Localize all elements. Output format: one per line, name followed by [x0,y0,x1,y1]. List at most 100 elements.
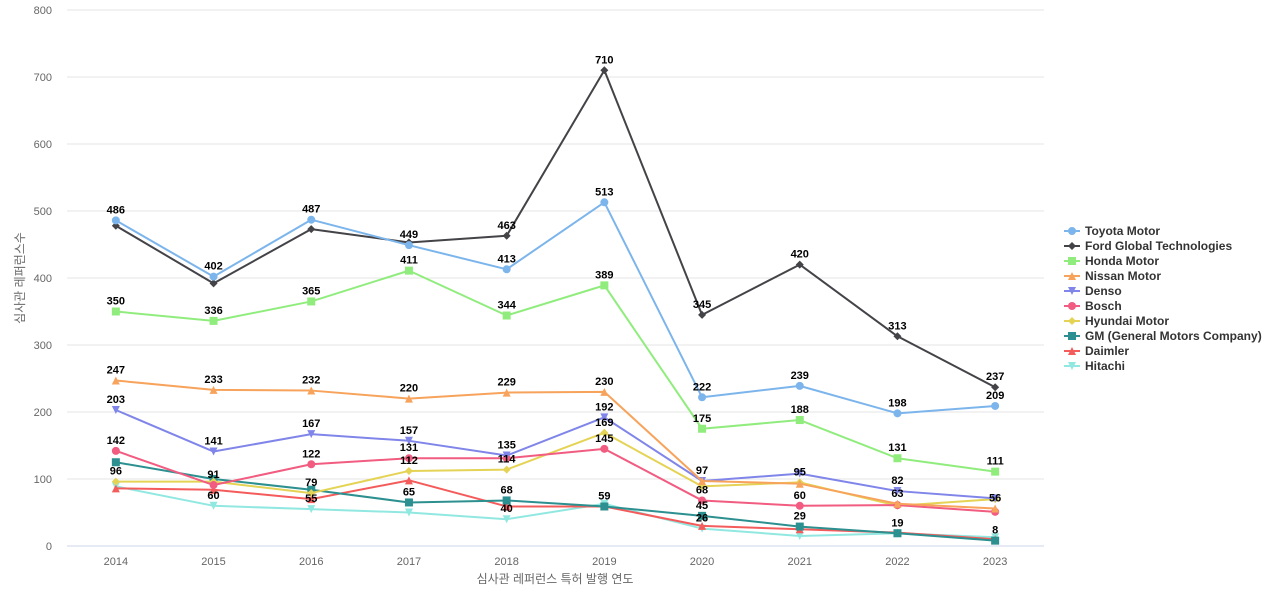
legend-item[interactable]: Hitachi [1064,359,1125,373]
data-point [404,466,413,475]
legend-item[interactable]: Hyundai Motor [1064,314,1169,328]
series-line [115,409,996,500]
data-point [698,310,707,319]
data-point [209,272,218,281]
data-label: 96 [110,466,122,478]
legend-label: GM (General Motors Company) [1085,329,1262,343]
legend-item[interactable]: Ford Global Technologies [1064,239,1232,253]
data-label: 114 [498,454,517,466]
data-label: 247 [107,365,125,377]
data-label: 135 [497,440,515,452]
series-line [115,431,996,507]
y-tick-label: 200 [34,407,52,419]
legend-label: Ford Global Technologies [1085,239,1232,253]
data-point [795,479,804,488]
data-point [698,477,707,486]
data-label: 192 [595,401,613,413]
data-point [502,451,511,460]
data-point [502,311,511,320]
data-point [111,477,120,486]
legend-item[interactable]: Bosch [1064,299,1122,313]
data-point [111,216,120,225]
legend-marker [1068,362,1076,370]
data-label: 233 [204,374,222,386]
data-point [795,469,804,478]
data-label: 463 [497,220,515,232]
data-label: 237 [986,371,1004,383]
data-point [502,388,511,397]
series-2 [111,266,1000,476]
x-tick-label: 2015 [201,556,225,568]
data-point [111,376,120,385]
data-label: 26 [696,513,708,525]
data-label: 222 [693,381,711,393]
data-point [893,487,902,496]
legend-item[interactable]: Daimler [1064,344,1129,358]
x-tick-label: 2020 [690,556,714,568]
data-label: 365 [302,285,320,297]
data-label: 513 [595,186,613,198]
data-point [111,307,120,316]
series-line [115,269,996,473]
data-point [991,467,1000,476]
series-5 [111,444,1000,516]
series-line [115,379,996,510]
y-tick-label: 100 [34,474,52,486]
y-tick-label: 0 [46,541,52,553]
data-point [307,430,316,439]
series-4 [111,405,1000,503]
data-point [698,511,707,520]
series-0 [111,198,1000,418]
data-point [404,436,413,445]
legend-marker [1068,227,1076,235]
legend-item[interactable]: GM (General Motors Company) [1064,329,1262,343]
data-label: 131 [400,442,418,454]
data-point [209,385,218,394]
legend-item[interactable]: Toyota Motor [1064,224,1160,238]
data-label: 63 [891,488,903,500]
data-label: 112 [400,455,418,467]
data-label: 56 [989,492,1001,504]
legend-marker [1068,287,1076,295]
data-point [893,332,902,341]
series-line [115,461,996,542]
data-label: 345 [693,299,711,311]
data-label: 350 [107,296,125,308]
data-point [600,502,609,511]
legend-marker [1068,242,1076,250]
legend-label: Hyundai Motor [1085,314,1169,328]
data-point [209,485,218,494]
data-point [404,266,413,275]
legend-item[interactable]: Honda Motor [1064,254,1159,268]
data-label: 157 [400,425,418,437]
legend-label: Bosch [1085,299,1122,313]
data-label: 420 [791,249,809,261]
data-label: 82 [891,475,903,487]
data-point [991,504,1000,513]
x-tick-label: 2014 [104,556,128,568]
data-point [893,499,902,508]
legend-marker [1068,272,1076,280]
data-point [307,460,316,469]
y-tick-label: 600 [34,139,52,151]
y-axis-title: 심사관 레퍼런스수 [13,232,27,324]
legend-item[interactable]: Nissan Motor [1064,269,1161,283]
legend-label: Denso [1085,284,1122,298]
y-tick-label: 800 [34,5,52,17]
data-point [795,501,804,510]
y-tick-label: 400 [34,273,52,285]
series-7 [111,458,1000,545]
data-label: 313 [888,320,906,332]
data-label: 68 [501,484,513,496]
data-label: 487 [302,204,320,216]
data-labels: 486 402 487 449 463 710 413 513 345 420 313 237 222 2… [107,54,1005,536]
data-point [698,424,707,433]
x-tick-label: 2016 [299,556,323,568]
data-point [111,458,120,467]
legend-label: Nissan Motor [1085,269,1161,283]
legend-item[interactable]: Denso [1064,284,1122,298]
data-label: 97 [696,465,708,477]
data-label: 413 [497,253,515,265]
data-label: 232 [302,375,320,387]
